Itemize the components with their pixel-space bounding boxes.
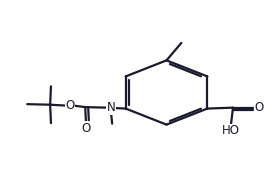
Text: N: N [107,101,115,114]
Text: HO: HO [222,124,240,137]
Text: O: O [81,122,91,135]
Text: O: O [254,101,264,114]
Text: O: O [65,99,75,112]
